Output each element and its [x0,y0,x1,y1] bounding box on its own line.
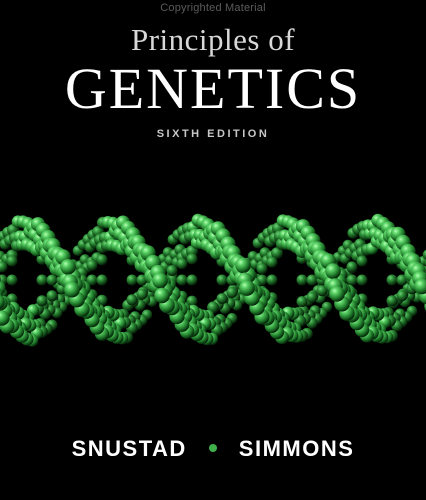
dna-atom [36,295,48,307]
dna-atom [396,290,408,302]
dna-atom [166,265,178,276]
dna-atom [271,247,283,259]
dna-atom [346,261,358,273]
author-snustad: SNUSTAD [71,436,187,461]
dna-atom [216,274,228,286]
dna-atom [414,278,426,295]
dna-atom [356,255,368,267]
dna-atom [306,291,318,303]
dna-atom [60,259,76,275]
dna-atom [176,258,188,270]
dna-atom [0,275,1,283]
dna-atom [316,285,328,297]
dna-atom [0,310,10,326]
dna-atom [64,281,80,298]
dna-atom [126,274,138,286]
authors-line: SNUSTAD SIMMONS [0,436,426,462]
dna-atom [296,296,308,308]
dna-atom [216,293,228,305]
dna-atom [266,274,278,286]
dna-atom [46,290,58,302]
dna-atom [36,274,48,286]
dna-atom [96,274,108,286]
dna-helix-icon [0,213,426,347]
dna-atom [329,286,345,302]
dna-atom [6,255,18,267]
dna-atom [186,295,198,307]
separator-dot-icon [208,444,217,453]
dna-atom [176,274,188,286]
dna-atom [6,274,18,286]
edition-label: SIXTH EDITION [156,128,270,140]
dna-atom [86,274,98,286]
dna-atom [422,249,426,260]
dna-atom [86,259,98,271]
dna-atom [136,288,148,300]
dna-atom [126,294,138,306]
dna-atom [386,295,398,307]
dna-atom [256,263,268,275]
dna-atom [239,280,255,296]
author-simmons: SIMMONS [238,436,355,461]
dna-atom [226,287,238,298]
dna-atom [346,274,358,286]
dna-atom [0,294,5,310]
dna-atom [154,287,170,304]
dna-atom [46,274,58,286]
cover-title: GENETICS [64,56,362,121]
dna-atom [235,257,251,274]
dna-atom [96,254,108,266]
cover-subtitle: Principles of [130,22,296,57]
dna-atom [325,263,341,279]
dna-atom [296,274,308,286]
dna-atom [186,274,198,286]
dna-atom [306,274,318,286]
dna-atom [152,272,168,289]
dna-atom [266,256,278,268]
copyright-watermark: Copyrighted Material [160,2,266,14]
dna-atom [386,274,398,286]
dna-atom [356,274,368,286]
dna-atom [0,261,8,273]
dna-atom [396,274,408,286]
dna-atom [186,253,198,265]
